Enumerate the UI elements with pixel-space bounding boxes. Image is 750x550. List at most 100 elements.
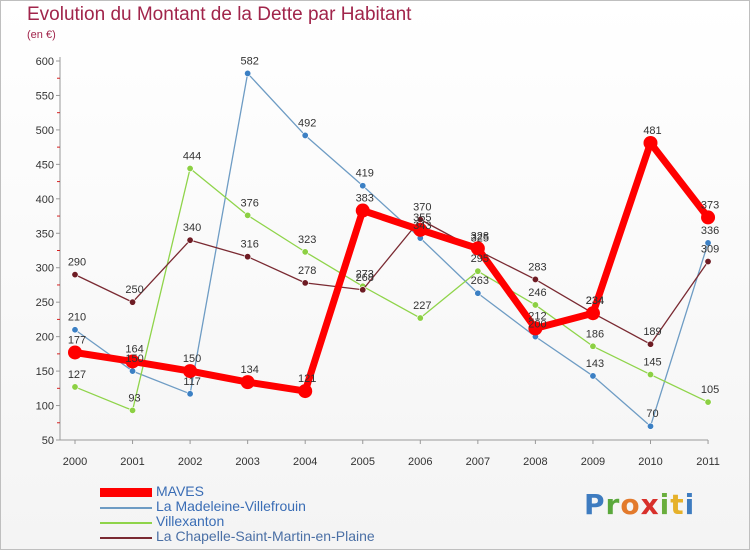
data-label: 444 — [183, 150, 201, 162]
x-tick-label: 2003 — [235, 456, 259, 468]
data-label: 290 — [68, 257, 86, 269]
data-label: 145 — [643, 357, 661, 369]
data-point — [71, 383, 79, 391]
data-label: 212 — [528, 310, 546, 322]
data-label: 234 — [586, 295, 604, 307]
y-tick-label: 50 — [42, 435, 54, 447]
y-tick-label: 550 — [36, 90, 54, 102]
y-tick-label: 150 — [36, 366, 54, 378]
data-label: 419 — [356, 168, 374, 180]
data-point — [129, 367, 137, 375]
data-point — [531, 275, 539, 283]
data-point — [585, 306, 600, 321]
data-point — [186, 236, 194, 244]
data-point — [355, 203, 370, 218]
x-tick-label: 2004 — [293, 456, 317, 468]
y-tick-label: 300 — [36, 263, 54, 275]
x-tick-label: 2010 — [638, 456, 662, 468]
data-point — [244, 253, 252, 261]
data-label: 150 — [125, 353, 143, 365]
proxiti-logo: Proxiti — [584, 488, 696, 521]
chart-title: Evolution du Montant de la Dette par Hab… — [27, 4, 412, 25]
data-label: 481 — [643, 125, 661, 137]
data-point — [68, 345, 82, 360]
data-label: 210 — [68, 312, 86, 324]
data-point — [301, 131, 309, 139]
data-label: 376 — [240, 197, 258, 209]
data-point — [704, 258, 712, 266]
data-label: 295 — [471, 253, 489, 265]
data-point — [416, 215, 424, 223]
data-point — [474, 267, 482, 275]
legend-swatch — [100, 537, 152, 539]
y-tick-label: 100 — [36, 401, 54, 413]
data-label: 117 — [183, 376, 201, 388]
data-label: 323 — [298, 234, 316, 246]
data-point — [470, 241, 485, 256]
data-label: 234 — [586, 295, 604, 307]
series-line — [74, 167, 709, 412]
y-tick-label: 250 — [36, 297, 54, 309]
data-label: 189 — [643, 326, 661, 338]
data-point — [643, 136, 658, 151]
data-point — [528, 321, 543, 336]
data-point — [183, 364, 198, 379]
data-point — [646, 340, 654, 348]
y-tick-label: 400 — [36, 194, 54, 206]
series-line — [74, 218, 709, 345]
data-point — [359, 286, 367, 294]
data-point — [646, 371, 654, 379]
data-label: 383 — [356, 193, 374, 205]
data-point — [186, 164, 194, 172]
y-tick-label: 200 — [36, 332, 54, 344]
data-label: 268 — [356, 272, 374, 284]
data-point — [129, 406, 137, 414]
data-label: 492 — [298, 117, 316, 129]
data-label: 316 — [240, 239, 258, 251]
data-label: 127 — [68, 369, 86, 381]
data-label: 164 — [125, 343, 143, 355]
data-label: 227 — [413, 300, 431, 312]
data-point — [531, 301, 539, 309]
data-point — [186, 390, 194, 398]
data-label: 246 — [528, 287, 546, 299]
y-tick-label: 500 — [36, 125, 54, 137]
data-point — [416, 314, 424, 322]
legend-swatch — [100, 507, 152, 509]
data-point — [589, 372, 597, 380]
data-point — [244, 211, 252, 219]
data-label: 340 — [183, 222, 201, 234]
legend-label: La Madeleine-Villefrouin — [156, 498, 306, 514]
x-tick-label: 2000 — [63, 456, 87, 468]
data-point — [704, 398, 712, 406]
data-label: 263 — [471, 275, 489, 287]
x-tick-label: 2008 — [523, 456, 547, 468]
x-tick-label: 2006 — [408, 456, 432, 468]
y-tick-label: 450 — [36, 159, 54, 171]
data-point — [301, 279, 309, 287]
x-tick-label: 2002 — [178, 456, 202, 468]
data-point — [704, 239, 712, 247]
series-line — [74, 72, 709, 427]
data-point — [71, 271, 79, 279]
data-point — [240, 375, 255, 390]
data-label: 309 — [701, 244, 719, 256]
data-label: 328 — [471, 230, 489, 242]
x-tick-label: 2011 — [696, 456, 720, 468]
data-point — [125, 354, 140, 369]
data-label: 150 — [183, 353, 201, 365]
data-label: 200 — [528, 319, 546, 331]
x-tick-label: 2009 — [581, 456, 605, 468]
data-label: 370 — [413, 201, 431, 213]
legend-swatch — [100, 522, 152, 524]
x-tick-label: 2001 — [120, 456, 144, 468]
data-label: 273 — [356, 268, 374, 280]
chart-subtitle: (en €) — [27, 29, 56, 41]
data-label: 283 — [528, 261, 546, 273]
data-label: 143 — [586, 358, 604, 370]
data-label: 177 — [68, 334, 86, 346]
data-label: 105 — [701, 384, 719, 396]
data-label: 134 — [240, 364, 258, 376]
data-point — [298, 384, 313, 399]
